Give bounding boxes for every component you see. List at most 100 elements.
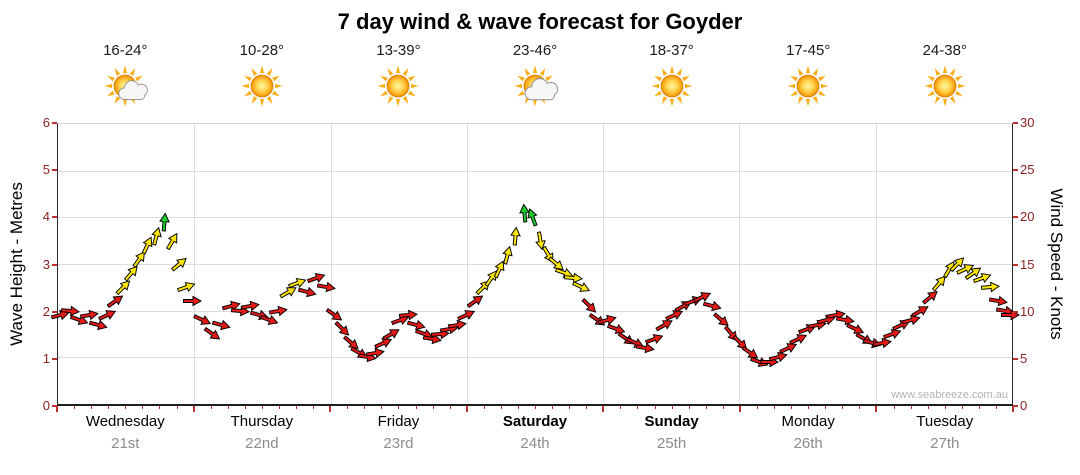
wind-arrow [268, 303, 289, 318]
wind-arrow [835, 312, 856, 327]
wind-arrow [88, 316, 109, 333]
x-axis-minor-tick [91, 406, 93, 409]
wind-arrow [971, 269, 993, 287]
wind-arrow [60, 304, 80, 318]
wind-arrow [258, 311, 280, 329]
x-axis-major-tick [56, 406, 58, 412]
x-axis-minor-tick [586, 406, 588, 409]
left-axis-tick [52, 122, 57, 124]
wind-arrow [787, 329, 809, 348]
wind-arrow [104, 291, 126, 312]
wind-arrow [201, 324, 223, 345]
x-axis-minor-tick [978, 406, 980, 409]
right-axis-tick [1013, 310, 1018, 313]
x-axis-minor-tick [688, 406, 690, 409]
wave-height-tick-label: 1 [42, 350, 50, 366]
x-axis-minor-tick [74, 406, 76, 409]
horizontal-gridline [58, 264, 1012, 265]
wind-speed-tick-label: 10 [1020, 303, 1035, 319]
wind-arrow [121, 262, 142, 284]
x-axis-minor-tick [927, 406, 929, 409]
weather-icon-wrap [649, 63, 695, 109]
x-axis-minor-tick [210, 406, 212, 409]
weather-icon-wrap [375, 63, 421, 109]
x-axis-minor-tick [552, 406, 554, 409]
wind-arrow [881, 325, 903, 343]
day-header: 17-45° [740, 42, 877, 109]
wind-arrow [739, 342, 761, 363]
day-boundary-gridline [466, 124, 468, 404]
x-axis-minor-tick [535, 406, 536, 409]
x-axis-minor-tick [364, 406, 366, 409]
x-axis-minor-tick [859, 406, 861, 409]
day-date-label: 21st [111, 435, 140, 452]
day-date-label: 26th [793, 435, 823, 452]
wind-arrow [287, 274, 309, 292]
x-axis-minor-tick [791, 406, 793, 409]
wind-arrow [563, 271, 583, 285]
right-axis-tick [1013, 405, 1018, 407]
wind-arrow [398, 309, 418, 323]
left-axis-tick [52, 357, 57, 360]
wind-arrow [332, 318, 354, 340]
day-label-column: Thursday 22nd [194, 413, 331, 452]
day-name-label: Thursday [230, 413, 294, 430]
sun-behind-cloud-icon [104, 65, 149, 107]
wind-arrow [157, 212, 171, 232]
x-axis-minor-tick [415, 406, 417, 409]
wind-arrow [570, 278, 592, 297]
day-label-column: Sunday 25th [603, 413, 740, 452]
weather-icon-wrap [785, 63, 831, 109]
sun-behind-cloud-icon [514, 65, 559, 107]
wind-arrow [980, 281, 1000, 295]
day-headers-row: 16-24° 10-28° 13-39° 23-46° 18-37° 17-45° 24-3… [57, 42, 1013, 109]
day-boundary-gridline [875, 124, 877, 404]
day-date-label: 24th [520, 435, 550, 452]
right-axis-tick [1013, 169, 1018, 172]
x-axis-major-tick [602, 406, 605, 412]
wind-arrow [644, 330, 666, 348]
wave-height-tick-label: 4 [42, 209, 50, 225]
x-axis-minor-tick [637, 406, 639, 409]
day-label-column: Wednesday 21st [57, 413, 194, 452]
day-header: 10-28° [194, 42, 331, 109]
day-date-label: 23rd [383, 435, 414, 452]
wind-arrow [691, 287, 713, 306]
day-name-label: Monday [781, 413, 835, 430]
wind-arrow [653, 315, 675, 335]
day-boundary-gridline [194, 124, 196, 404]
day-date-label: 22nd [245, 435, 279, 452]
left-axis-tick [52, 263, 57, 266]
wind-arrow [711, 309, 733, 330]
right-axis-tick [1013, 263, 1018, 266]
day-boundary-gridline [330, 124, 332, 404]
wind-arrow [596, 312, 617, 329]
wind-arrow [306, 269, 328, 287]
sun-icon [377, 65, 420, 107]
wind-arrow [988, 294, 1009, 309]
day-header: 24-38° [876, 42, 1013, 109]
x-axis-minor-tick [961, 406, 963, 409]
wind-arrow [220, 298, 241, 315]
wind-arrow [50, 307, 71, 324]
plot-area [51, 123, 1021, 406]
x-axis-major-tick [192, 406, 195, 412]
day-name-label: Wednesday [85, 413, 165, 430]
day-header: 13-39° [330, 42, 467, 109]
watermark: www.seabreeze.com.au [891, 389, 1008, 401]
left-axis-tick [52, 216, 57, 219]
right-axis-tick [1013, 216, 1018, 219]
wind-arrow [635, 340, 656, 355]
day-label-column: Saturday 24th [467, 413, 604, 452]
wind-arrow [579, 295, 601, 317]
day-temperature-label: 16-24° [103, 42, 148, 59]
day-temperature-label: 23-46° [512, 42, 558, 59]
wind-arrow [138, 234, 157, 256]
wind-arrow [456, 306, 478, 325]
wind-speed-tick-label: 25 [1020, 162, 1035, 178]
day-header: 18-37° [603, 42, 740, 109]
x-axis-minor-tick [432, 406, 434, 409]
wind-arrow [1001, 309, 1021, 321]
x-axis-minor-tick [398, 406, 400, 409]
wind-arrow [112, 276, 134, 298]
